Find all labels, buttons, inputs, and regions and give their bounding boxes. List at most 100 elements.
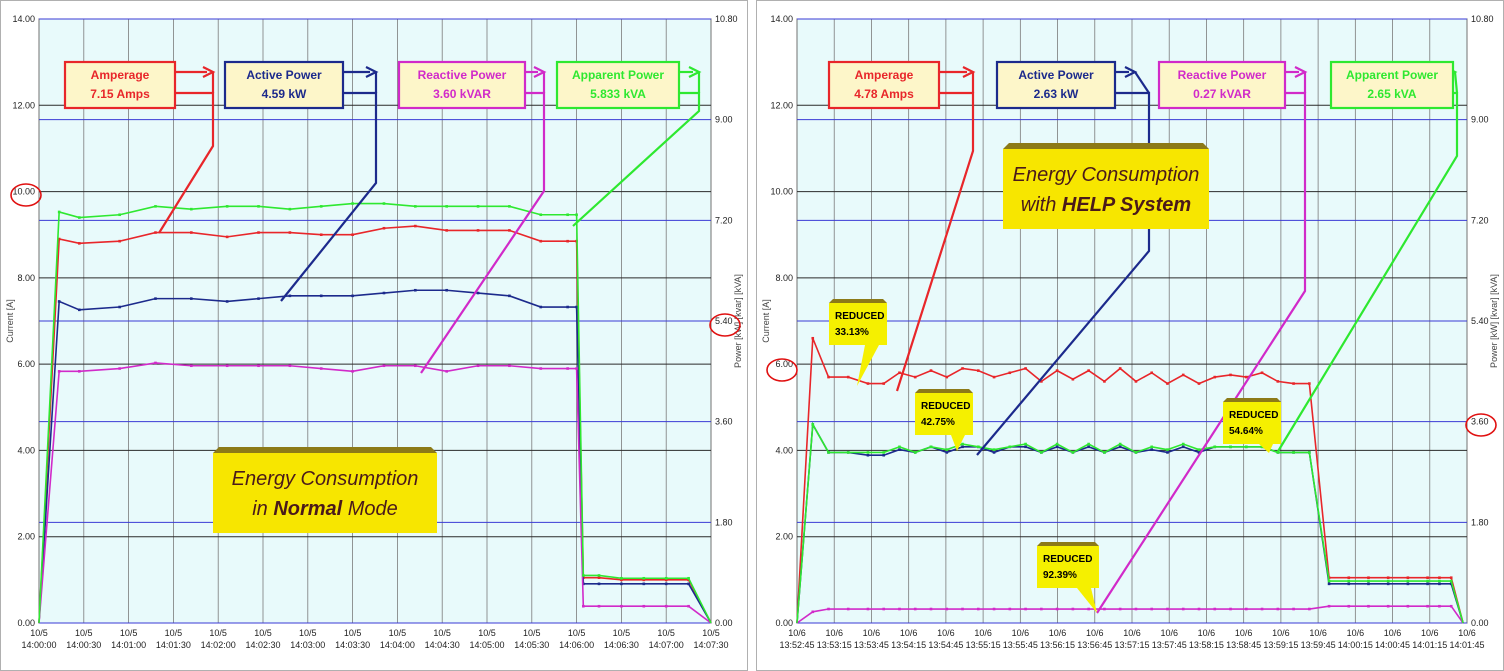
series-point (1087, 442, 1090, 446)
series-point (992, 448, 996, 451)
series-point (1406, 582, 1410, 586)
series-point (445, 288, 448, 292)
banner-bevel (213, 447, 437, 453)
y-right-tick-label: 5.40 (715, 316, 733, 326)
callout-value: 2.63 kW (1034, 87, 1079, 101)
series-point (1426, 582, 1429, 586)
series-point (57, 237, 61, 241)
x-tick-time-label: 13:52:45 (779, 640, 814, 650)
reduction-note: REDUCED 33.13% (829, 299, 887, 386)
x-tick-time-label: 14:05:30 (514, 640, 549, 650)
callout-amperage: Amperage 4.78 Amps (827, 60, 976, 392)
x-tick-time-label: 14:04:30 (425, 640, 460, 650)
series-point (319, 205, 323, 208)
series-point (78, 308, 81, 312)
note-value: 33.13% (835, 327, 869, 338)
x-tick-date-label: 10/5 (75, 628, 93, 638)
series-point (118, 239, 121, 243)
x-tick-date-label: 10/5 (389, 628, 407, 638)
note-label: REDUCED (1229, 410, 1278, 421)
series-point (664, 582, 668, 586)
series-point (1386, 604, 1390, 608)
series-point (1197, 607, 1201, 611)
series-point (1008, 607, 1012, 611)
series-point (664, 576, 668, 580)
series-point (846, 607, 850, 611)
series-point (1438, 579, 1441, 583)
callout-box (397, 60, 527, 110)
callout-title: Apparent Power (572, 68, 664, 82)
series-line-apparent-power (38, 202, 712, 624)
note-value: 92.39% (1043, 570, 1077, 581)
series-point (351, 202, 354, 205)
callout-title: Amperage (855, 68, 914, 82)
note-pointer (1077, 588, 1097, 613)
callout-leader-line (572, 91, 701, 227)
series-point (929, 445, 933, 449)
x-tick-date-label: 10/6 (1123, 628, 1141, 638)
series-point (976, 369, 980, 372)
x-tick-date-label: 10/5 (523, 628, 541, 638)
callout-leader-line (1276, 91, 1459, 454)
series-point (414, 364, 417, 368)
series-point (1327, 604, 1331, 608)
series-point (1087, 607, 1090, 611)
x-tick-time-label: 13:54:45 (928, 640, 963, 650)
callout-value: 4.59 kW (262, 87, 307, 101)
series-line-apparent-power (796, 421, 1464, 624)
callout-leader-line (158, 91, 215, 234)
arrowhead-icon (365, 66, 379, 78)
callout-active-power: Active Power 4.59 kW (223, 60, 379, 302)
x-tick-date-label: 10/6 (937, 628, 955, 638)
series-point (288, 364, 292, 368)
series-line-amperage (796, 337, 1464, 624)
x-tick-date-label: 10/5 (568, 628, 586, 638)
series-point (898, 371, 901, 375)
series-point (476, 229, 480, 232)
series-point (945, 375, 949, 379)
banner-background (213, 453, 437, 533)
banner: Energy Consumption in Normal Mode (213, 447, 437, 533)
series-point (582, 604, 585, 608)
series-point (1213, 607, 1217, 611)
callout-title: Active Power (1018, 68, 1094, 82)
series-point (78, 242, 81, 245)
x-tick-date-label: 10/5 (478, 628, 496, 638)
x-tick-time-label: 13:53:15 (817, 640, 852, 650)
x-tick-time-label: 14:03:30 (335, 640, 370, 650)
series-point (288, 207, 292, 211)
series-point (866, 451, 870, 454)
series-point (154, 297, 157, 300)
y-right-tick-label: 3.60 (1471, 417, 1489, 427)
x-tick-time-label: 13:57:45 (1152, 640, 1187, 650)
x-tick-date-label: 10/5 (433, 628, 451, 638)
note-bevel (915, 389, 973, 393)
series-point (476, 205, 480, 208)
y-right-tick-label: 9.00 (1471, 115, 1489, 125)
series-point (351, 294, 354, 298)
series-point (1166, 382, 1169, 385)
callout-box (555, 60, 681, 110)
arrowhead-icon (688, 66, 702, 78)
series-point (882, 453, 886, 457)
series-point (961, 607, 964, 611)
series-point (288, 294, 292, 298)
callout-box (995, 60, 1117, 110)
series-point (508, 229, 511, 232)
series-point (929, 607, 933, 611)
circled-left-tick-marker (766, 358, 798, 382)
series-point (898, 607, 901, 611)
series-point (620, 582, 623, 586)
callout-value: 2.65 kVA (1367, 87, 1416, 101)
x-tick-date-label: 10/5 (299, 628, 317, 638)
series-point (1347, 579, 1351, 583)
series-point (414, 224, 417, 228)
banner-line-1: Energy Consumption (232, 468, 419, 490)
series-point (1449, 579, 1453, 583)
x-tick-time-label: 13:58:45 (1226, 640, 1261, 650)
y-left-tick-label: 4.00 (17, 445, 35, 455)
banner-line-2: in Normal Mode (252, 498, 398, 520)
y-right-axis-title: Power [kW] [kvar] [kVA] (1489, 274, 1499, 368)
x-tick-date-label: 10/5 (30, 628, 48, 638)
series-point (687, 604, 690, 608)
